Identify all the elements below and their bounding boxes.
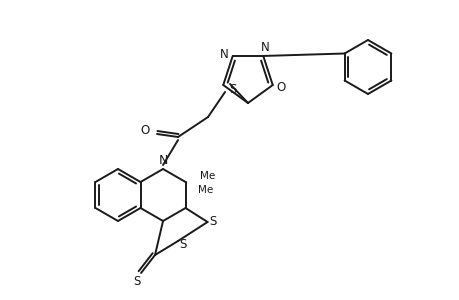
Text: N: N — [158, 154, 168, 167]
Text: S: S — [133, 275, 140, 289]
Text: N: N — [260, 41, 269, 55]
Text: O: O — [140, 124, 149, 137]
Text: O: O — [275, 80, 285, 94]
Text: S: S — [179, 238, 186, 251]
Text: N: N — [220, 49, 229, 62]
Text: Me: Me — [200, 171, 215, 181]
Text: S: S — [229, 82, 236, 95]
Text: Me: Me — [197, 185, 213, 195]
Text: S: S — [208, 215, 216, 229]
